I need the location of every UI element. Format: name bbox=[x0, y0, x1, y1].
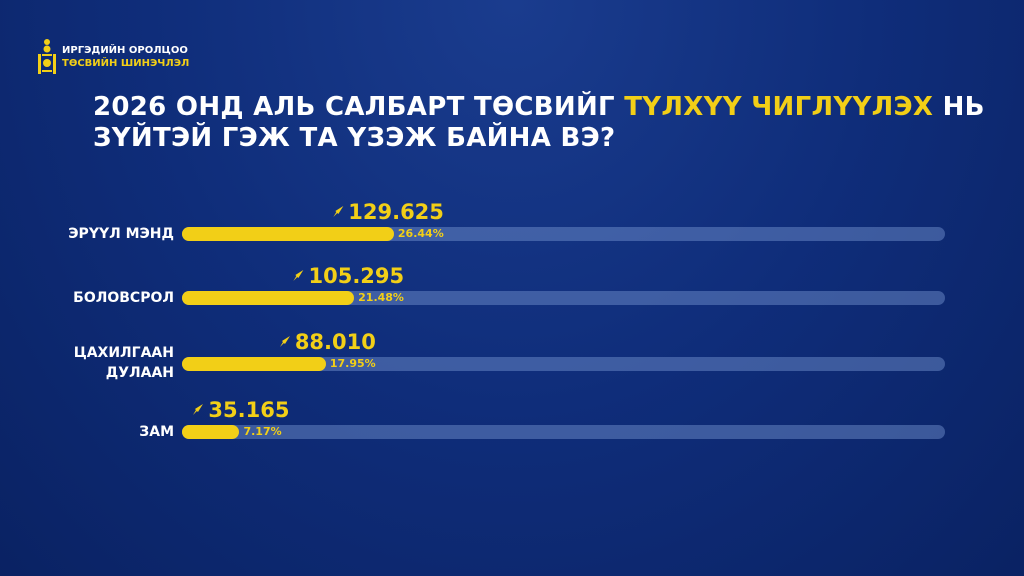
bar-track: 7.17% bbox=[182, 425, 945, 439]
value-text: 129.625 bbox=[348, 200, 444, 224]
page-title: 2026 ОНД АЛЬ САЛБАРТ ТӨСВИЙГ ТҮЛХҮҮ ЧИГЛ… bbox=[93, 92, 985, 154]
category-label: ЦАХИЛГААН ДУЛААН bbox=[73, 345, 174, 381]
title-line2: ЗҮЙТЭЙ ГЭЖ ТА ҮЗЭЖ БАЙНА ВЭ? bbox=[93, 123, 616, 153]
bar-track: 17.95% bbox=[182, 357, 945, 371]
value-label: 129.625 bbox=[330, 200, 444, 224]
bar-fill bbox=[182, 357, 326, 371]
arrow-up-right-icon bbox=[192, 404, 204, 416]
value-label: 105.295 bbox=[290, 264, 404, 288]
bar-track: 26.44% bbox=[182, 227, 945, 241]
bar-fill bbox=[182, 425, 240, 439]
value-text: 88.010 bbox=[294, 330, 376, 354]
arrow-up-right-icon bbox=[292, 270, 304, 282]
bar-fill bbox=[182, 227, 394, 241]
percent-label: 21.48% bbox=[358, 291, 404, 304]
percent-label: 17.95% bbox=[329, 357, 376, 370]
value-text: 35.165 bbox=[208, 398, 290, 422]
title-part1: 2026 ОНД АЛЬ САЛБАРТ ТӨСВИЙГ bbox=[93, 92, 625, 122]
logo: ИРГЭДИЙН ОРОЛЦОО ТӨСВИЙН ШИНЭЧЛЭЛ bbox=[38, 38, 189, 76]
category-label: ЗАМ bbox=[139, 424, 174, 440]
bar-fill bbox=[182, 291, 355, 305]
soyombo-emblem-icon bbox=[38, 39, 56, 74]
title-highlight: ТҮЛХҮҮ ЧИГЛҮҮЛЭХ bbox=[624, 92, 934, 122]
logo-line1: ИРГЭДИЙН ОРОЛЦОО bbox=[62, 45, 188, 56]
value-text: 105.295 bbox=[308, 264, 405, 288]
value-label: 35.165 bbox=[190, 398, 289, 422]
arrow-up-right-icon bbox=[278, 336, 290, 348]
category-label: ЭРҮҮЛ МЭНД bbox=[68, 226, 174, 242]
percent-label: 7.17% bbox=[243, 425, 282, 438]
bar-track: 21.48% bbox=[182, 291, 945, 305]
category-label: БОЛОВСРОЛ bbox=[73, 290, 174, 306]
title-part2: НЬ bbox=[933, 92, 985, 122]
value-label: 88.010 bbox=[277, 330, 376, 354]
logo-line2: ТӨСВИЙН ШИНЭЧЛЭЛ bbox=[62, 58, 190, 69]
percent-label: 26.44% bbox=[397, 227, 444, 240]
arrow-up-right-icon bbox=[332, 206, 344, 218]
